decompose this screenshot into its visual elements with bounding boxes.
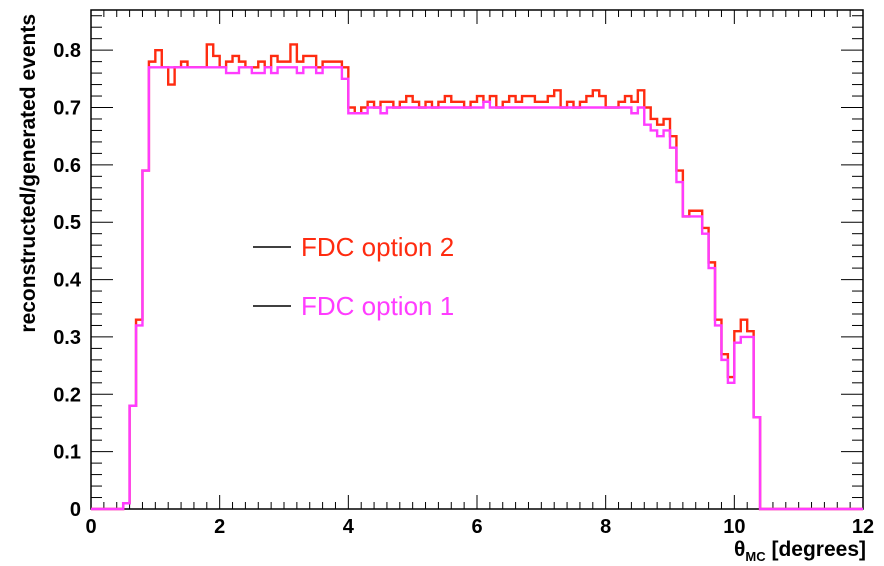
- x-axis-title-symbol: θ: [734, 538, 745, 561]
- axis-ticks: [90, 10, 864, 510]
- x-tick-label: 6: [471, 516, 482, 538]
- y-tick-label: 0.8: [53, 40, 81, 62]
- x-tick-label: 12: [852, 516, 874, 538]
- x-tick-label: 10: [723, 516, 745, 538]
- x-axis-title-unit: [degrees]: [766, 538, 866, 561]
- x-tick-label: 8: [600, 516, 611, 538]
- y-tick-label: 0.7: [53, 98, 81, 120]
- x-tick-label: 2: [214, 516, 225, 538]
- legend: FDC option 2 FDC option 1: [253, 232, 454, 321]
- legend-label-option-1: FDC option 1: [301, 291, 454, 321]
- y-tick-label: 0: [70, 499, 81, 521]
- x-axis-title-subscript: MC: [745, 549, 766, 564]
- series-fdc-option-1: [91, 66, 863, 511]
- legend-label-option-2: FDC option 2: [301, 232, 454, 262]
- y-tick-label: 0.4: [53, 270, 82, 292]
- series-fdc-option-2: [91, 43, 863, 511]
- y-tick-label: 0.5: [53, 212, 81, 234]
- y-tick-label: 0.3: [53, 327, 81, 349]
- y-axis-title: reconstructed/generated events: [17, 14, 40, 333]
- x-tick-label: 0: [85, 516, 96, 538]
- x-tick-labels: 0 2 4 6 8 10 12: [85, 516, 874, 538]
- y-tick-label: 0.2: [53, 384, 81, 406]
- x-axis-title: θMC [degrees]: [734, 538, 866, 564]
- y-tick-label: 0.6: [53, 155, 81, 177]
- x-tick-label: 4: [343, 516, 355, 538]
- y-tick-labels: 0 0.1 0.2 0.3 0.4 0.5 0.6 0.7 0.8: [53, 40, 82, 521]
- y-tick-label: 0.1: [53, 442, 81, 464]
- series-layer: [91, 43, 863, 511]
- plot-frame: [90, 9, 864, 510]
